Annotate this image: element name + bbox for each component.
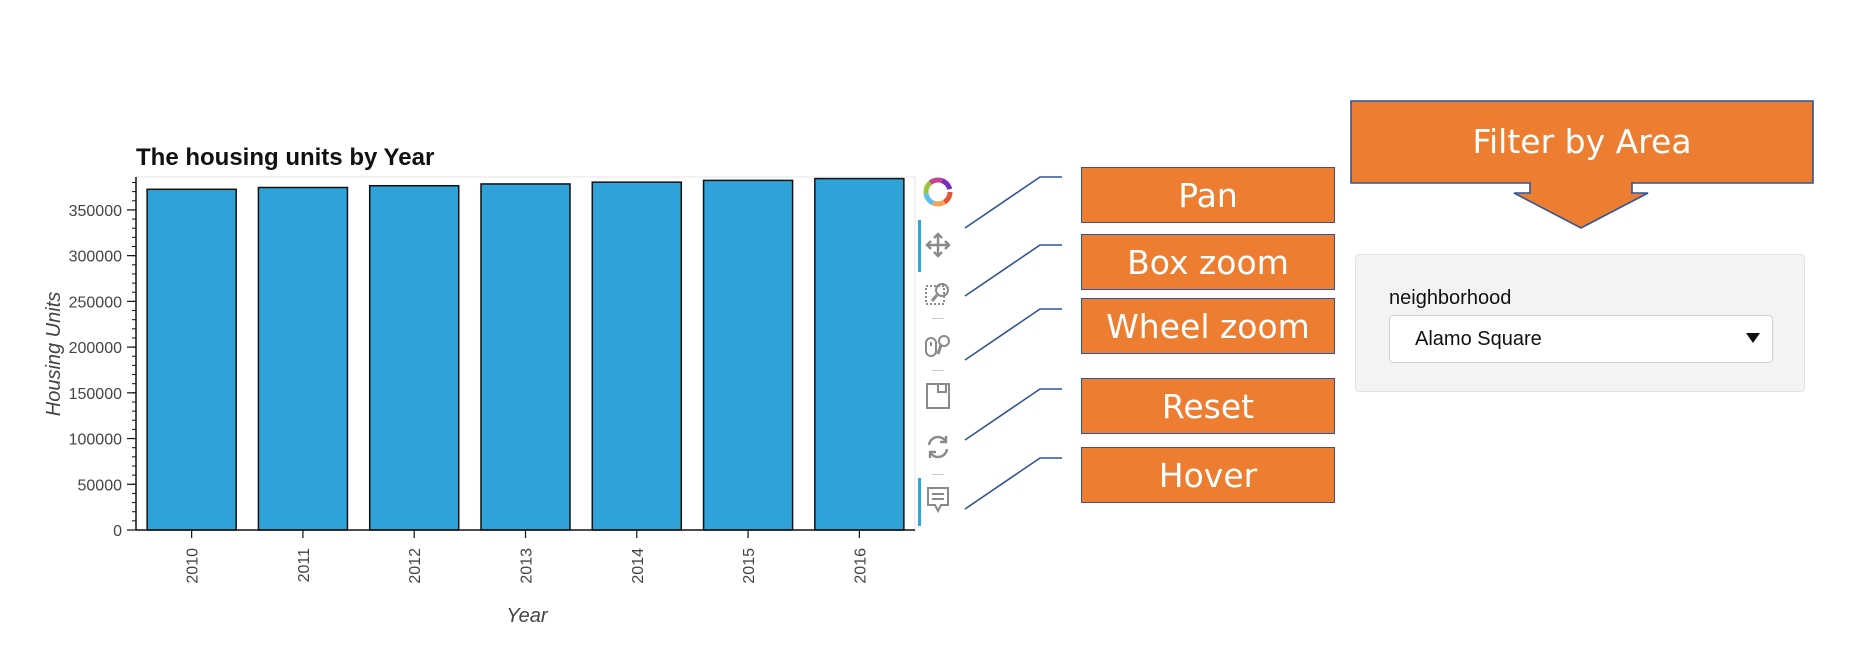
reset-callout: Reset: [1081, 378, 1335, 434]
chevron-down-icon: [1746, 333, 1760, 343]
y-tick-label: 50000: [78, 477, 123, 494]
x-tick-label: 2014: [630, 548, 647, 584]
bars-group: [146, 177, 905, 531]
pan-callout: Pan: [1081, 167, 1335, 223]
y-tick-label: 200000: [69, 340, 122, 357]
filter-callout-text: Filter by Area: [1472, 122, 1692, 161]
x-tick-label: 2011: [296, 548, 313, 583]
bar-2014[interactable]: [591, 181, 683, 531]
pan-active-indicator: [918, 220, 921, 272]
bar-2015[interactable]: [702, 179, 794, 531]
y-tick-label: 0: [113, 523, 122, 540]
filter-callout-shape: [1350, 100, 1814, 229]
reset-icon[interactable]: [922, 431, 954, 463]
x-axis: 2010 2011 2012 2013 2014 2015 2016: [136, 529, 915, 584]
filter-callout: Filter by Area: [1351, 100, 1813, 183]
x-tick-label: 2010: [185, 548, 202, 584]
y-axis: 0 50000 100000 150000 200000 250000 300000 3500…: [69, 177, 137, 540]
y-tick-label: 100000: [69, 432, 122, 449]
wheel-zoom-callout-text: Wheel zoom: [1106, 306, 1310, 346]
box-zoom-icon[interactable]: [922, 278, 954, 310]
pan-callout-text: Pan: [1178, 175, 1238, 215]
hover-callout-text: Hover: [1158, 455, 1258, 495]
box-zoom-callout-text: Box zoom: [1127, 242, 1289, 282]
y-tick-label: 350000: [69, 203, 122, 220]
save-icon[interactable]: [922, 380, 954, 412]
bokeh-logo-icon[interactable]: [922, 176, 954, 208]
y-tick-label: 250000: [69, 294, 122, 311]
bar-2011[interactable]: [257, 186, 349, 531]
neighborhood-selected-value: Alamo Square: [1415, 327, 1542, 350]
bar-2012[interactable]: [368, 184, 460, 531]
x-tick-label: 2016: [852, 548, 869, 584]
x-tick-label: 2015: [741, 548, 758, 584]
wheel-zoom-icon[interactable]: [922, 330, 954, 362]
chart-title: The housing units by Year: [136, 144, 434, 171]
filter-panel: neighborhood Alamo Square: [1355, 254, 1805, 392]
y-tick-label: 150000: [69, 386, 122, 403]
neighborhood-select[interactable]: Alamo Square: [1389, 315, 1773, 363]
neighborhood-label: neighborhood: [1389, 287, 1512, 309]
pan-icon[interactable]: [922, 229, 954, 261]
bar-2016[interactable]: [814, 177, 905, 531]
hover-icon[interactable]: [922, 484, 954, 516]
x-tick-label: 2012: [407, 548, 424, 584]
y-tick-label: 300000: [69, 249, 122, 266]
reset-callout-text: Reset: [1161, 386, 1255, 426]
bar-2010[interactable]: [146, 188, 237, 531]
hover-active-indicator: [918, 478, 921, 526]
chart-toolbar: [918, 172, 958, 532]
x-axis-label: Year: [506, 605, 548, 627]
bar-2013[interactable]: [480, 183, 571, 531]
box-zoom-callout: Box zoom: [1081, 234, 1335, 290]
hover-callout: Hover: [1081, 447, 1335, 503]
y-axis-label: Housing Units: [43, 292, 65, 417]
wheel-zoom-callout: Wheel zoom: [1081, 298, 1335, 354]
x-tick-label: 2013: [519, 548, 536, 584]
